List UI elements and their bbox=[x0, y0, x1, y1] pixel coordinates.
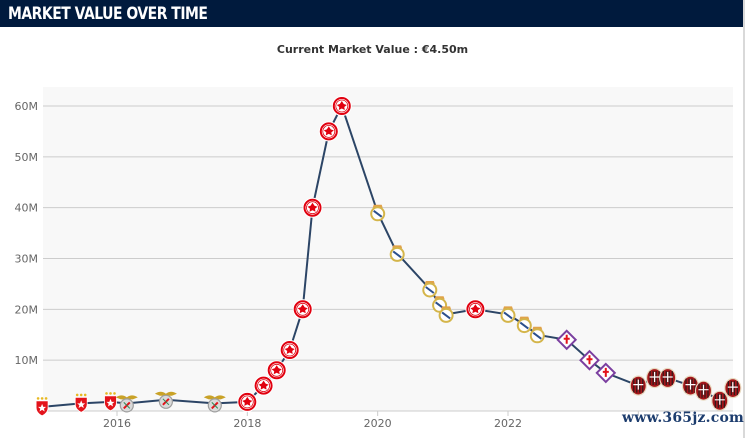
frankfurt-eagle-crest-icon bbox=[292, 299, 313, 320]
section-header: MARKET VALUE OVER TIME bbox=[0, 0, 745, 27]
frankfurt-eagle-crest-data-point[interactable] bbox=[266, 360, 287, 381]
red-star-crest-icon bbox=[74, 393, 88, 413]
section-title: MARKET VALUE OVER TIME bbox=[8, 4, 208, 24]
y-tick-label: 50M bbox=[15, 151, 39, 164]
milan-crest-data-point[interactable] bbox=[694, 380, 713, 401]
real-madrid-crest-icon bbox=[370, 204, 386, 222]
frankfurt-eagle-crest-icon bbox=[318, 121, 339, 142]
x-tick-label: 2018 bbox=[233, 417, 261, 430]
milan-crest-data-point[interactable] bbox=[659, 367, 677, 389]
red-star-crest-icon bbox=[35, 397, 49, 417]
frankfurt-eagle-crest-data-point[interactable] bbox=[237, 391, 258, 412]
milan-crest-data-point[interactable] bbox=[724, 378, 742, 399]
real-madrid-crest-icon bbox=[500, 306, 516, 323]
fiorentina-lily-crest-icon bbox=[595, 362, 617, 384]
milan-crest-icon bbox=[694, 380, 713, 401]
benfica-eagle-crest-data-point[interactable] bbox=[115, 395, 138, 413]
milan-crest-data-point[interactable] bbox=[629, 375, 647, 396]
frankfurt-eagle-crest-data-point[interactable] bbox=[253, 375, 274, 396]
fiorentina-lily-crest-data-point[interactable] bbox=[556, 329, 578, 351]
real-madrid-crest-icon bbox=[422, 281, 438, 298]
x-tick-label: 2020 bbox=[364, 417, 392, 430]
frankfurt-eagle-crest-data-point[interactable] bbox=[331, 96, 352, 116]
frankfurt-eagle-crest-data-point[interactable] bbox=[292, 299, 313, 320]
frankfurt-eagle-crest-data-point[interactable] bbox=[318, 121, 339, 142]
red-star-crest-icon bbox=[104, 392, 117, 412]
frankfurt-eagle-crest-icon bbox=[302, 197, 323, 218]
data-markers bbox=[35, 96, 742, 417]
benfica-eagle-crest-icon bbox=[154, 391, 177, 409]
frankfurt-eagle-crest-data-point[interactable] bbox=[302, 197, 323, 218]
frankfurt-eagle-crest-icon bbox=[266, 360, 287, 381]
frankfurt-eagle-crest-icon bbox=[465, 299, 486, 320]
milan-crest-icon bbox=[629, 375, 647, 396]
x-tick-label: 2016 bbox=[103, 417, 131, 430]
red-star-crest-data-point[interactable] bbox=[74, 393, 88, 413]
milan-crest-icon bbox=[711, 390, 729, 411]
frankfurt-eagle-crest-icon bbox=[279, 340, 300, 360]
real-madrid-crest-data-point[interactable] bbox=[500, 306, 516, 323]
red-star-crest-data-point[interactable] bbox=[35, 397, 49, 417]
milan-crest-data-point[interactable] bbox=[711, 390, 729, 411]
plot-background bbox=[43, 87, 733, 411]
real-madrid-crest-icon bbox=[389, 245, 405, 262]
benfica-eagle-crest-data-point[interactable] bbox=[203, 395, 226, 413]
red-star-crest-data-point[interactable] bbox=[104, 392, 117, 412]
x-tick-label: 2022 bbox=[494, 417, 522, 430]
benfica-eagle-crest-icon bbox=[115, 395, 138, 413]
fiorentina-lily-crest-icon bbox=[579, 349, 600, 371]
watermark: www.365jz.com bbox=[622, 410, 745, 426]
milan-crest-data-point[interactable] bbox=[681, 375, 700, 396]
real-madrid-crest-icon bbox=[516, 316, 532, 334]
y-tick-label: 60M bbox=[15, 100, 39, 113]
y-tick-label: 30M bbox=[15, 253, 39, 266]
y-tick-label: 20M bbox=[15, 303, 39, 316]
real-madrid-crest-icon bbox=[529, 326, 545, 344]
benfica-eagle-crest-data-point[interactable] bbox=[154, 391, 177, 409]
frankfurt-eagle-crest-data-point[interactable] bbox=[279, 340, 300, 360]
y-tick-label: 40M bbox=[15, 202, 39, 215]
real-madrid-crest-data-point[interactable] bbox=[516, 316, 532, 334]
milan-crest-data-point[interactable] bbox=[645, 367, 664, 389]
real-madrid-crest-data-point[interactable] bbox=[370, 204, 386, 222]
real-madrid-crest-data-point[interactable] bbox=[529, 326, 545, 344]
milan-crest-icon bbox=[645, 367, 664, 389]
y-axis: 10M 20M 30M 40M 50M 60M bbox=[15, 100, 39, 367]
real-madrid-crest-data-point[interactable] bbox=[438, 306, 454, 323]
milan-crest-icon bbox=[724, 378, 742, 399]
x-axis: 2016 2018 2020 2022 bbox=[103, 411, 639, 430]
grid-lines bbox=[43, 105, 733, 412]
fiorentina-lily-crest-icon bbox=[556, 329, 578, 351]
milan-crest-icon bbox=[659, 367, 677, 389]
frankfurt-eagle-crest-icon bbox=[331, 96, 352, 116]
scrollbar-track[interactable] bbox=[743, 0, 745, 438]
real-madrid-crest-data-point[interactable] bbox=[389, 245, 405, 262]
frankfurt-eagle-crest-icon bbox=[253, 375, 274, 396]
benfica-eagle-crest-icon bbox=[203, 395, 226, 413]
fiorentina-lily-crest-data-point[interactable] bbox=[579, 349, 600, 371]
fiorentina-lily-crest-data-point[interactable] bbox=[595, 362, 617, 384]
frankfurt-eagle-crest-icon bbox=[237, 391, 258, 412]
current-market-value: Current Market Value : €4.50m bbox=[276, 43, 469, 56]
real-madrid-crest-icon bbox=[438, 306, 454, 323]
y-tick-label: 10M bbox=[15, 354, 39, 367]
real-madrid-crest-data-point[interactable] bbox=[422, 281, 438, 298]
frankfurt-eagle-crest-data-point[interactable] bbox=[465, 299, 486, 320]
milan-crest-icon bbox=[681, 375, 700, 396]
